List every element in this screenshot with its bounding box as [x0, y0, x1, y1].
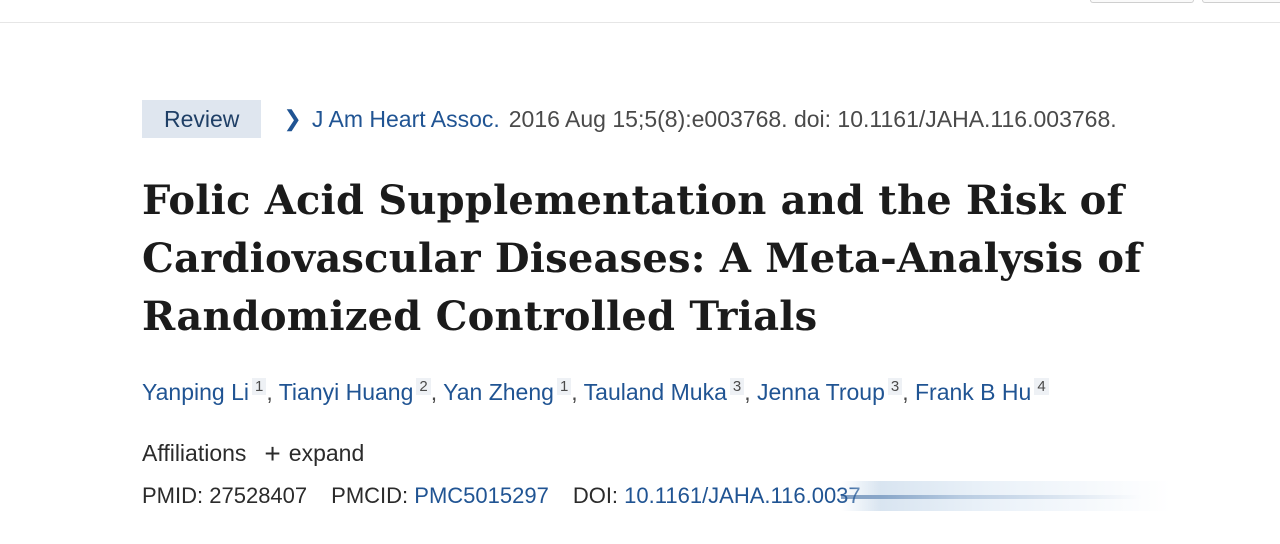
review-badge: Review — [142, 100, 262, 138]
author-link[interactable]: Yan Zheng — [443, 379, 554, 405]
author-link[interactable]: Jenna Troup — [756, 379, 885, 405]
doi-group: DOI: 10.1161/JAHA.116.0037 — [572, 481, 1171, 511]
pmcid-group: PMCID: PMC5015297 — [331, 483, 549, 509]
affiliation-ref[interactable]: 4 — [1034, 378, 1049, 395]
top-toolbar — [0, 0, 1280, 23]
identifiers-row: PMID: 27528407 PMCID: PMC5015297 DOI: 10… — [142, 481, 1171, 511]
affiliation-ref[interactable]: 2 — [416, 378, 431, 395]
doi-label: DOI: — [572, 483, 619, 508]
affiliation-ref[interactable]: 3 — [887, 378, 903, 395]
affiliation-ref[interactable]: 1 — [556, 378, 572, 395]
pmid-value: 27528407 — [209, 483, 308, 508]
author-link[interactable]: Tauland Muka — [583, 379, 727, 405]
expand-label: expand — [288, 440, 365, 466]
toolbar-button[interactable] — [1202, 0, 1280, 3]
pmid-group: PMID: 27528407 — [142, 483, 307, 509]
toolbar-button[interactable] — [1090, 0, 1194, 3]
pmcid-label: PMCID: — [331, 483, 409, 508]
expand-affiliations-button[interactable]: + expand — [264, 438, 365, 469]
fade-line — [840, 495, 1141, 499]
citation-details: 2016 Aug 15;5(8):e003768. doi: 10.1161/J… — [508, 105, 1117, 132]
article-title: Folic Acid Supplementation and the Risk … — [142, 177, 1142, 340]
plus-icon: + — [264, 438, 281, 469]
pmcid-link[interactable]: PMC5015297 — [414, 483, 549, 508]
affiliation-ref[interactable]: 1 — [252, 378, 267, 395]
doi-link[interactable]: 10.1161/JAHA.116.0037 — [624, 483, 861, 508]
affiliations-row: Affiliations + expand — [142, 438, 365, 469]
affiliation-ref[interactable]: 3 — [729, 378, 745, 395]
affiliations-label: Affiliations — [142, 440, 247, 466]
journal-link[interactable]: J Am Heart Assoc. — [311, 105, 500, 132]
citation-row: Review ❯ J Am Heart Assoc. 2016 Aug 15;5… — [142, 100, 1117, 138]
author-link[interactable]: Frank B Hu — [914, 379, 1032, 405]
authors-list: Yanping Li 1, Tianyi Huang 2, Yan Zheng 1, … — [142, 378, 1049, 406]
author-link[interactable]: Tianyi Huang — [278, 379, 414, 405]
pmid-label: PMID: — [142, 483, 204, 508]
author-link[interactable]: Yanping Li — [142, 379, 249, 405]
chevron-right-icon: ❯ — [283, 106, 302, 131]
